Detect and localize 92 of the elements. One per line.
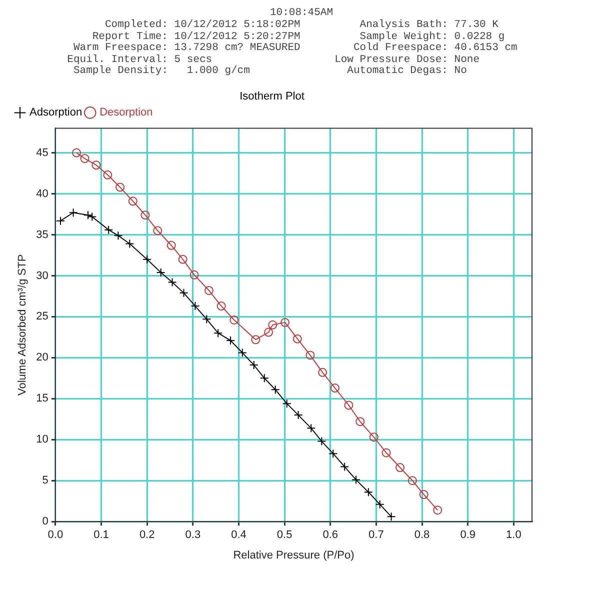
point — [280, 317, 290, 326]
point — [72, 148, 82, 157]
point — [140, 210, 150, 220]
text: Sample Weight: 0.0228 g — [360, 30, 506, 42]
point — [56, 216, 65, 225]
point — [364, 487, 373, 496]
text: Completed: 10/12/2012 5:18:02PM — [104, 19, 302, 31]
point — [142, 254, 152, 264]
point — [128, 196, 138, 206]
point — [306, 423, 316, 432]
y-tick-label: 10 — [36, 433, 48, 446]
point — [270, 384, 280, 394]
text: Analysis Bath: 77.30 K — [358, 19, 500, 31]
x-tick-label: 0.8 — [414, 528, 430, 541]
x-tick-label: 0.4 — [231, 528, 246, 541]
point — [328, 448, 338, 458]
point — [369, 432, 378, 442]
point — [214, 328, 223, 338]
point — [386, 512, 396, 521]
point — [340, 462, 350, 471]
y-tick-label: 35 — [36, 228, 48, 240]
y-tick-label: 25 — [36, 310, 48, 322]
point — [104, 224, 114, 234]
point — [80, 154, 90, 163]
point — [419, 490, 428, 499]
x-tick-label: 0.3 — [185, 528, 201, 541]
text: Automatic Degas: No — [346, 65, 468, 78]
x-tick-label: 0.7 — [368, 528, 384, 541]
point — [68, 208, 78, 217]
legend-label: Adsorption — [30, 106, 82, 118]
point — [216, 301, 226, 310]
y-tick-label: 45 — [36, 146, 48, 158]
text: Cold Freespace: 40.6153 cm — [352, 42, 518, 54]
y-tick-label: 30 — [36, 269, 48, 282]
y-tick-label: 5 — [42, 474, 48, 486]
x-tick-label: 0.5 — [276, 528, 292, 541]
point — [92, 160, 101, 170]
point — [306, 350, 315, 360]
point — [268, 320, 278, 329]
text: Report Time: 10/12/2012 5:20:27PM — [91, 30, 302, 43]
y-tick-label: 15 — [36, 392, 48, 404]
point — [382, 448, 391, 457]
point — [103, 170, 112, 179]
point — [166, 240, 176, 250]
point — [249, 360, 258, 370]
point — [190, 270, 199, 279]
y-tick-label: 0 — [42, 515, 48, 528]
point — [330, 383, 340, 392]
x-tick-label: 0.9 — [460, 528, 476, 541]
x-tick-label: 0.1 — [94, 528, 109, 541]
point — [433, 505, 442, 514]
point — [116, 182, 125, 192]
point — [396, 462, 405, 472]
point — [375, 499, 384, 508]
x-tick-label: 0.2 — [139, 528, 155, 541]
point — [190, 301, 200, 310]
point — [264, 327, 274, 336]
point — [114, 230, 123, 240]
point — [251, 334, 260, 344]
point — [294, 410, 303, 420]
x-axis-title: Relative Pressure (P/Po) — [233, 548, 354, 561]
text: 10:08:45AM — [270, 7, 334, 19]
point — [125, 238, 134, 248]
point — [178, 254, 188, 264]
point — [292, 334, 302, 343]
x-tick-label: 0.0 — [48, 528, 64, 541]
point — [282, 398, 292, 408]
x-tick-label: 1.0 — [506, 528, 522, 541]
point — [317, 436, 326, 446]
text: Equil. Interval: 5 secs — [66, 54, 214, 66]
y-axis-title: Volume Adsorbed cm³/g STP — [16, 254, 29, 396]
x-tick-label: 0.6 — [322, 528, 338, 541]
point — [202, 314, 212, 324]
point — [356, 416, 365, 426]
point — [230, 314, 239, 324]
point — [179, 288, 188, 297]
point — [318, 367, 328, 376]
chart-title: Isotherm Plot — [240, 90, 304, 102]
y-tick-label: 20 — [36, 351, 48, 364]
point — [260, 373, 269, 382]
point — [238, 348, 247, 357]
text: Sample Density: 1.000 g/cm — [73, 65, 250, 77]
point — [352, 474, 361, 484]
point — [153, 226, 162, 235]
text: Warm Freespace: 13.7298 cm? MEASURED — [72, 42, 302, 54]
point — [408, 476, 417, 485]
point — [168, 277, 177, 286]
point — [344, 400, 354, 410]
text: Low Pressure Dose: None — [334, 54, 481, 66]
legend-label: Desorption — [100, 106, 153, 118]
y-tick-label: 40 — [36, 187, 48, 200]
point — [204, 285, 214, 294]
